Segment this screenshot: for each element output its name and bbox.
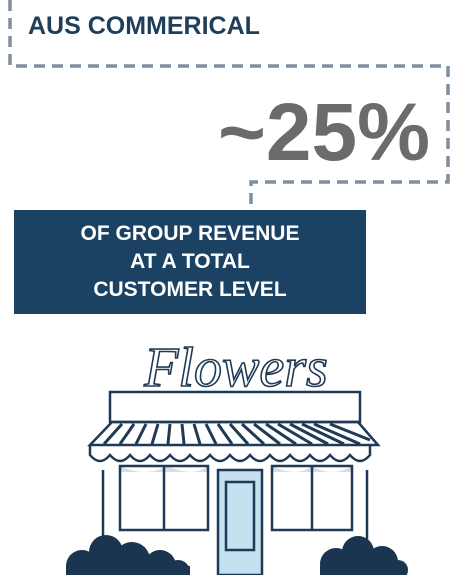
caption-box <box>14 210 366 314</box>
shop-sign: Flowers <box>143 337 328 399</box>
stat-value: ~25% <box>218 87 430 178</box>
awning-top <box>87 420 381 447</box>
door-panel <box>224 480 256 552</box>
awning-stripes <box>102 422 371 446</box>
title: AUS COMMERICAL <box>28 12 260 40</box>
shop-illustration: Flowers <box>66 336 408 575</box>
door <box>216 468 264 575</box>
bushes <box>66 535 408 575</box>
caption-line: OF GROUP REVENUE <box>81 222 300 245</box>
dashed-frame <box>8 0 450 210</box>
window-shade <box>120 466 352 472</box>
caption-line: AT A TOTAL <box>130 250 250 273</box>
caption-line: CUSTOMER LEVEL <box>93 278 286 301</box>
awning-scallops <box>88 445 372 463</box>
